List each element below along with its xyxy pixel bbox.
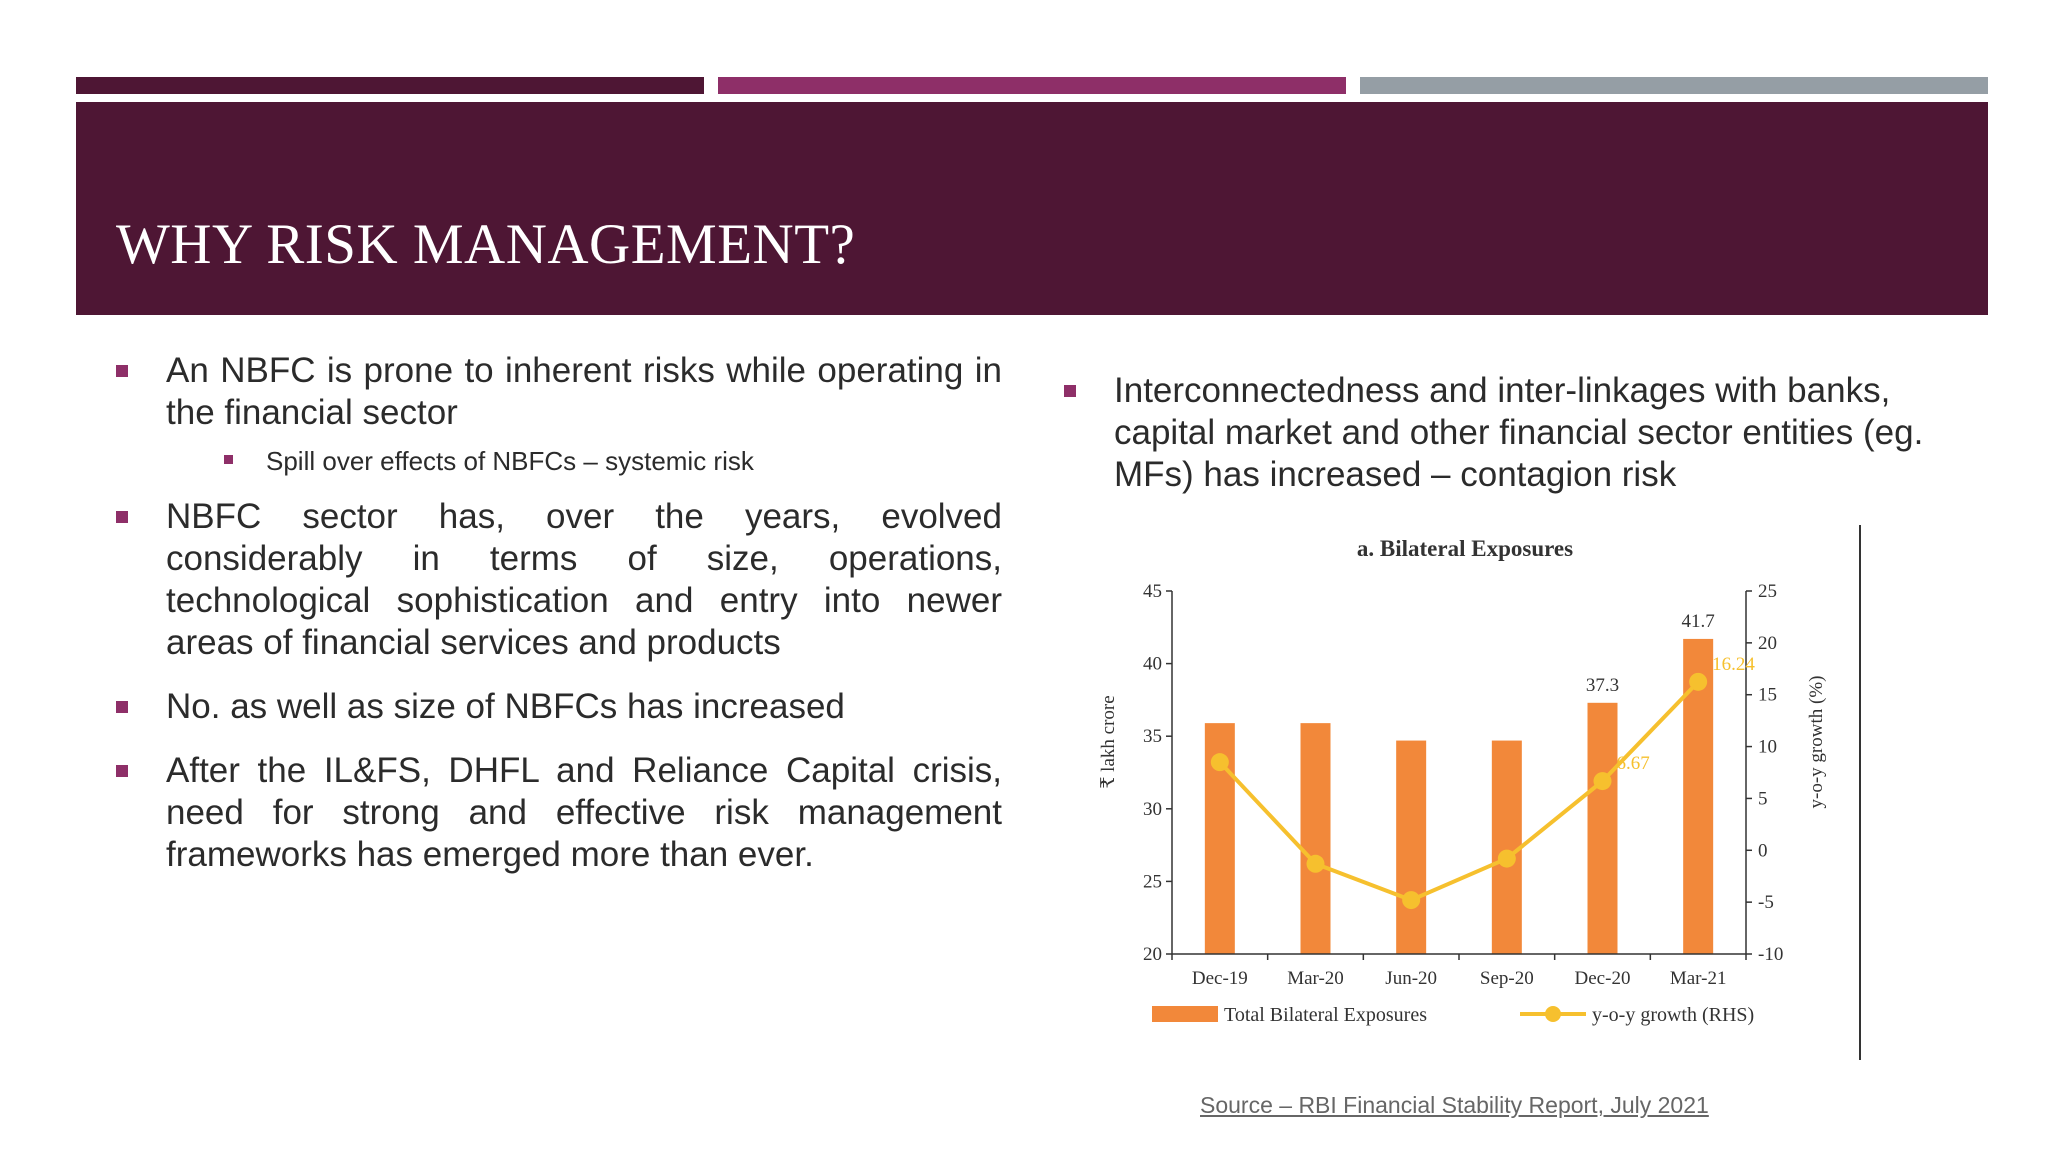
y-tick-label-left: 40	[1143, 654, 1162, 675]
legend-bar-label: Total Bilateral Exposures	[1224, 1004, 1427, 1026]
growth-point-dec-19	[1210, 753, 1229, 772]
y-tick-label-right: -5	[1758, 892, 1774, 913]
x-tick-label: Dec-19	[1192, 968, 1248, 989]
x-tick-label: Jun-20	[1385, 968, 1437, 989]
square-bullet-icon	[224, 455, 233, 464]
growth-point-jun-20	[1402, 891, 1421, 910]
chart-svg: a. Bilateral Exposures ₹ lakh crore y-o-…	[1098, 525, 1861, 1060]
square-bullet-icon	[116, 701, 128, 713]
y-tick-label-right: 0	[1758, 840, 1768, 861]
bullet-crisis: After the IL&FS, DHFL and Reliance Capit…	[112, 750, 1002, 876]
legend-bar-swatch	[1152, 1006, 1218, 1022]
plot-area: 37.3 41.7 20 25 30 35 40 45 -10 -5 0 5 10 15 20 25 Dec-1…	[1143, 581, 1783, 989]
accent-strip-dark	[76, 77, 704, 94]
growth-value-label: 6.67	[1617, 753, 1650, 774]
y-tick-label-left: 30	[1143, 799, 1162, 820]
y-tick-label-right: 15	[1758, 685, 1777, 706]
bilateral-exposures-chart: a. Bilateral Exposures ₹ lakh crore y-o-…	[1090, 520, 1890, 1060]
right-bullet-list: Interconnectedness and inter-linkages wi…	[1060, 370, 1950, 496]
source-link[interactable]: Source – RBI Financial Stability Report,…	[1200, 1092, 1709, 1118]
left-bullet-list: An NBFC is prone to inherent risks while…	[112, 350, 1002, 876]
legend-line-marker	[1545, 1006, 1561, 1022]
bar-value-label: 41.7	[1682, 611, 1715, 632]
y-tick-label-right: 10	[1758, 737, 1777, 758]
bar-jun-20	[1396, 740, 1427, 954]
x-tick-label: Mar-20	[1287, 968, 1344, 989]
x-tick-label: Mar-21	[1670, 968, 1727, 989]
chart-title: a. Bilateral Exposures	[1357, 536, 1573, 561]
chart-legend: Total Bilateral Exposures y-o-y growth (R…	[1152, 1004, 1754, 1026]
square-bullet-icon	[116, 765, 128, 777]
growth-point-dec-20	[1593, 772, 1612, 791]
slide-title: WHY RISK MANAGEMENT?	[116, 213, 856, 276]
x-tick-label: Sep-20	[1480, 968, 1534, 989]
y-tick-label-right: -10	[1758, 944, 1783, 965]
square-bullet-icon	[116, 511, 128, 523]
square-bullet-icon	[1064, 385, 1076, 397]
bar-value-label: 37.3	[1586, 675, 1619, 696]
growth-point-mar-20	[1306, 854, 1325, 873]
x-tick-label: Dec-20	[1575, 968, 1631, 989]
growth-line	[1218, 680, 1700, 903]
y-tick-label-right: 20	[1758, 633, 1777, 654]
growth-point-sep-20	[1497, 849, 1516, 868]
bar-mar-20	[1300, 723, 1331, 954]
bullet-nbfc-size: No. as well as size of NBFCs has increas…	[112, 686, 1002, 728]
bullet-sector-evolved: NBFC sector has, over the years, evolved…	[112, 496, 1002, 664]
y-axis-label-left: ₹ lakh crore	[1098, 695, 1119, 788]
bar-sep-20	[1491, 740, 1522, 954]
bullet-interconnectedness: Interconnectedness and inter-linkages wi…	[1060, 370, 1950, 496]
y-tick-label-left: 25	[1143, 871, 1162, 892]
y-tick-label-left: 20	[1143, 944, 1162, 965]
bullet-inherent-risks: An NBFC is prone to inherent risks while…	[112, 350, 1002, 434]
y-tick-label-right: 25	[1758, 581, 1777, 602]
bar-dec-20	[1587, 702, 1618, 954]
accent-strip-magenta	[718, 77, 1346, 94]
growth-value-label: 16.24	[1712, 654, 1755, 675]
title-banner: WHY RISK MANAGEMENT?	[76, 102, 1988, 315]
square-bullet-icon	[116, 365, 128, 377]
y-axis-label-right: y-o-y growth (%)	[1806, 676, 1827, 809]
legend-line-label: y-o-y growth (RHS)	[1592, 1004, 1754, 1026]
sub-bullet-spillover: Spill over effects of NBFCs – systemic r…	[112, 444, 1002, 478]
growth-point-mar-21	[1689, 672, 1708, 691]
y-tick-label-left: 35	[1143, 726, 1162, 747]
accent-strip-gray	[1360, 77, 1988, 94]
y-tick-label-right: 5	[1758, 788, 1768, 809]
y-tick-label-left: 45	[1143, 581, 1162, 602]
